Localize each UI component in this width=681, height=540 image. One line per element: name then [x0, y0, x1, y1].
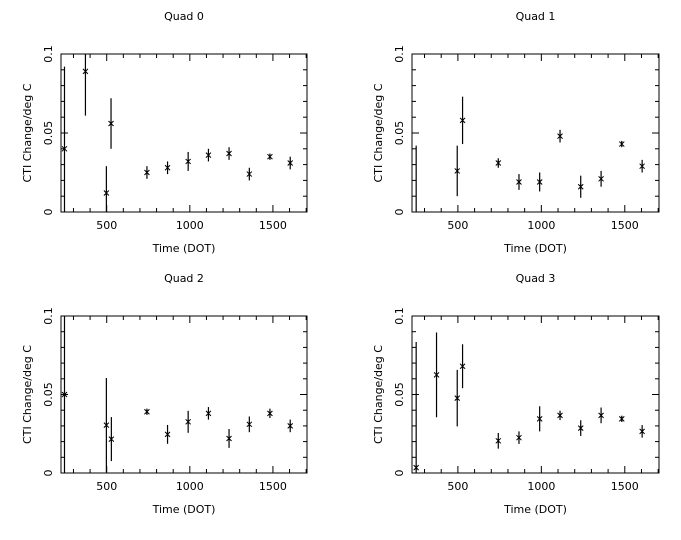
data-point-marker [598, 412, 604, 419]
plot-frame [411, 53, 660, 213]
y-tick-label: 0.1 [393, 45, 406, 63]
y-tick-label: 0.05 [393, 121, 406, 146]
x-tick-label: 1000 [527, 480, 555, 493]
x-axis-label: Time (DOT) [503, 503, 567, 516]
y-axis-label: CTI Change/deg C [21, 345, 34, 444]
x-tick-label: 1500 [259, 219, 287, 232]
data-point-marker [226, 150, 232, 157]
data-point-marker [516, 179, 522, 185]
data-point-marker [459, 363, 466, 370]
data-point-marker [536, 415, 543, 422]
data-point-marker [577, 183, 584, 190]
data-points [61, 54, 294, 212]
y-tick-label: 0.1 [393, 307, 406, 325]
data-point-marker [246, 421, 253, 428]
data-point-marker [61, 145, 68, 152]
panel-title: Quad 1 [516, 10, 556, 23]
data-points [413, 332, 645, 473]
data-point-marker [495, 160, 502, 166]
y-tick-label: 0.05 [393, 382, 406, 407]
panel-quad-2: Quad 2 Time (DOT) CTI Change/deg C 500 1000 1… [21, 272, 308, 516]
x-tick-label: 500 [96, 480, 117, 493]
panel-title: Quad 0 [164, 10, 204, 23]
data-point-marker [557, 412, 563, 419]
data-point-marker [459, 117, 466, 124]
y-axis-label: CTI Change/deg C [372, 83, 385, 182]
panel-quad-1: Quad 1 Time (DOT) CTI Change/deg C 500 1000 1… [372, 10, 660, 255]
x-axis-label: Time (DOT) [152, 242, 216, 255]
data-point-marker [164, 164, 171, 171]
y-tick-label: 0 [42, 470, 55, 477]
plot-frame [411, 315, 660, 474]
data-point-marker [205, 152, 212, 158]
data-point-marker [108, 436, 115, 442]
data-points [415, 96, 645, 212]
data-point-marker [103, 190, 110, 196]
data-point-marker [205, 410, 212, 417]
data-point-marker [144, 169, 150, 176]
data-point-marker [433, 372, 440, 378]
data-point-marker [454, 395, 461, 401]
x-tick-label: 1000 [176, 480, 204, 493]
data-point-marker [516, 434, 522, 441]
plot-frame [60, 315, 308, 474]
data-point-marker [618, 141, 625, 147]
data-point-marker [598, 175, 604, 182]
panel-title: Quad 3 [516, 272, 556, 285]
data-point-marker [557, 133, 563, 140]
data-point-marker [495, 437, 502, 444]
plot-frame [60, 53, 308, 213]
panel-title: Quad 2 [164, 272, 204, 285]
x-tick-label: 1000 [527, 219, 555, 232]
y-tick-label: 0.05 [42, 121, 55, 146]
data-point-marker [82, 68, 89, 75]
y-axis-label: CTI Change/deg C [372, 345, 385, 444]
y-tick-label: 0.05 [42, 382, 55, 407]
data-point-marker [164, 431, 171, 438]
y-tick-label: 0.1 [42, 45, 55, 63]
data-points [61, 316, 294, 473]
data-point-marker [144, 408, 150, 415]
panel-quad-3: Quad 3 Time (DOT) CTI Change/deg C 500 1000 1… [372, 272, 660, 516]
data-point-marker [454, 168, 461, 174]
x-tick-label: 500 [447, 219, 468, 232]
data-point-marker [226, 435, 232, 442]
x-tick-label: 1500 [611, 480, 639, 493]
data-point-marker [61, 391, 68, 398]
data-point-marker [536, 179, 543, 185]
data-point-marker [267, 410, 273, 417]
data-point-marker [577, 425, 584, 431]
panel-quad-0: Quad 0 Time (DOT) CTI Change/deg C 500 1000 1… [21, 10, 308, 255]
data-point-marker [108, 120, 114, 127]
data-point-marker [639, 428, 645, 435]
data-point-marker [185, 418, 192, 425]
x-tick-label: 500 [96, 219, 117, 232]
data-point-marker [185, 158, 192, 165]
y-tick-label: 0.1 [42, 307, 55, 325]
x-tick-label: 500 [447, 480, 468, 493]
data-point-marker [246, 171, 253, 177]
y-axis-label: CTI Change/deg C [21, 83, 34, 182]
data-point-marker [267, 153, 273, 160]
data-point-marker [287, 423, 294, 429]
data-point-marker [103, 422, 110, 428]
x-tick-label: 1500 [259, 480, 287, 493]
x-axis-label: Time (DOT) [503, 242, 567, 255]
data-point-marker [413, 464, 420, 471]
data-point-marker [639, 163, 645, 170]
y-tick-label: 0 [42, 209, 55, 216]
y-tick-label: 0 [393, 470, 406, 477]
x-axis-label: Time (DOT) [152, 503, 216, 516]
data-point-marker [287, 160, 294, 166]
y-tick-label: 0 [393, 209, 406, 216]
x-tick-label: 1000 [176, 219, 204, 232]
x-tick-label: 1500 [611, 219, 639, 232]
data-point-marker [618, 415, 625, 422]
